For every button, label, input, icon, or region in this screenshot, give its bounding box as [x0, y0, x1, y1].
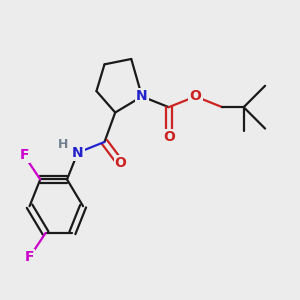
Text: H: H: [58, 138, 68, 151]
Text: F: F: [20, 148, 29, 162]
Text: N: N: [72, 146, 83, 160]
Text: F: F: [25, 250, 34, 264]
Text: O: O: [115, 156, 127, 170]
Text: N: N: [136, 89, 148, 103]
Text: O: O: [163, 130, 175, 144]
Text: O: O: [190, 89, 201, 103]
